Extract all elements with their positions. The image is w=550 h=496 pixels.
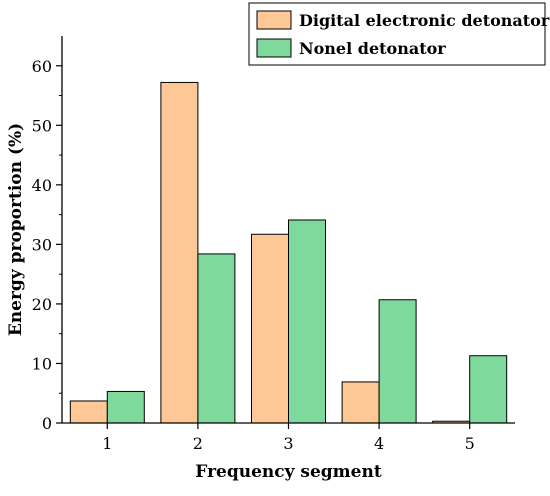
bars-layer	[69, 81, 508, 424]
bar-digital-2	[160, 81, 199, 424]
bar-digital-4	[341, 381, 380, 424]
y-tick-label: 0	[42, 414, 52, 433]
legend-swatch-digital	[256, 10, 292, 30]
ticks-layer: 0 10 20 30 40 50 60 1 2 3 4 5	[32, 57, 475, 453]
y-tick-label: 40	[32, 176, 52, 195]
y-tick-label: 10	[32, 354, 52, 373]
y-tick-label: 30	[32, 235, 52, 254]
x-axis-label: Frequency segment	[195, 462, 382, 482]
bar-nonel-5	[469, 355, 508, 424]
bar-digital-1	[69, 400, 108, 424]
bar-nonel-4	[378, 299, 417, 424]
bar-digital-3	[251, 233, 289, 424]
x-tick-label: 5	[465, 434, 475, 453]
y-axis-label: Energy proportion (%)	[6, 123, 26, 336]
bar-nonel-3	[288, 219, 326, 424]
y-tick-label: 60	[32, 57, 52, 76]
y-tick-label: 20	[32, 295, 52, 314]
bar-nonel-1	[106, 390, 145, 424]
y-tick-label: 50	[32, 116, 52, 135]
legend-swatch-nonel	[256, 38, 292, 58]
x-tick-label: 4	[374, 434, 384, 453]
legend: Digital electronic detonator Nonel detona…	[248, 2, 550, 66]
x-tick-label: 3	[283, 434, 293, 453]
legend-label-nonel: Nonel detonator	[299, 39, 446, 58]
legend-box	[248, 2, 546, 66]
x-tick-label: 2	[193, 434, 203, 453]
x-tick-label: 1	[102, 434, 112, 453]
bar-nonel-2	[197, 253, 236, 424]
legend-label-digital: Digital electronic detonator	[299, 11, 550, 30]
